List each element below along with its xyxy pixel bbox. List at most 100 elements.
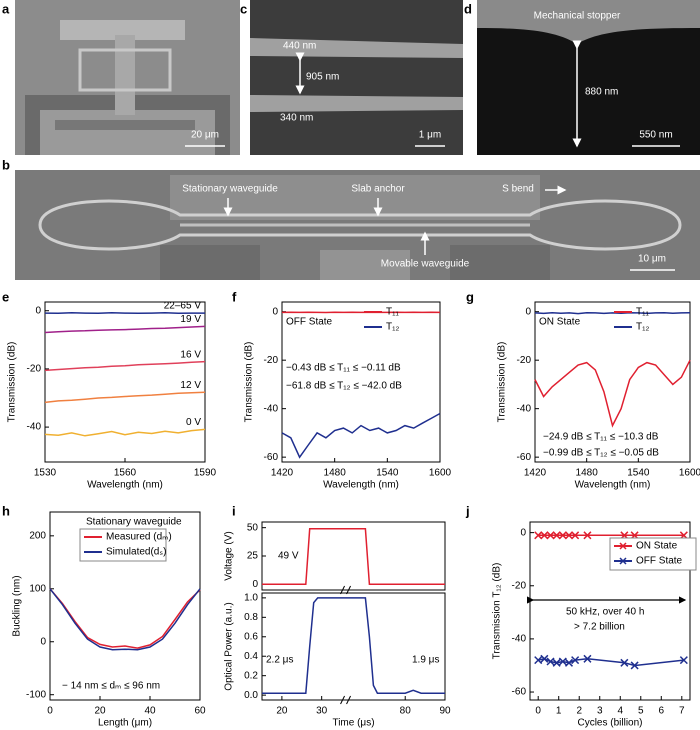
x-tick-label: 1600 [429, 468, 452, 479]
marker [583, 654, 592, 663]
legend-title: Stationary waveguide [86, 517, 182, 528]
panel-label: h [2, 503, 10, 518]
y-tick-label: 0 [35, 305, 41, 316]
series-line [44, 391, 206, 404]
y-tick-label: 0 [272, 306, 278, 317]
y-axis-label: Optical Power (a.u.) [224, 602, 235, 690]
y-tick-label: 0.0 [244, 690, 258, 701]
series-label: 16 V [180, 349, 201, 360]
series-line [262, 528, 445, 586]
y-tick-label: 0 [252, 579, 258, 590]
marker [571, 656, 580, 665]
panel-label: j [465, 503, 470, 518]
panel-label: d [464, 1, 472, 16]
x-tick-label: 3 [597, 706, 603, 717]
marker [558, 531, 567, 540]
plot-frame [281, 301, 441, 463]
callout: Stationary waveguide [182, 184, 278, 195]
x-tick-label: 40 [144, 706, 156, 717]
x-tick-label: 4 [617, 706, 623, 717]
x-tick-label: 7 [679, 706, 685, 717]
plot-frame [534, 301, 691, 463]
marker [564, 531, 574, 540]
y-tick-label: -40 [27, 422, 42, 433]
x-tick-label: 1480 [576, 468, 599, 479]
y-tick-label: -40 [517, 403, 532, 414]
series-line [49, 588, 201, 651]
panel-label: e [2, 289, 9, 304]
annotation: −0.43 dB ≤ T₁₁ ≤ −0.11 dB [286, 363, 401, 374]
scale-label: 20 μm [191, 130, 219, 141]
series-label: 19 V [180, 314, 201, 325]
x-tick-label: 6 [659, 706, 665, 717]
annotation: > 7.2 billion [574, 622, 625, 633]
x-tick-label: 20 [276, 706, 288, 717]
legend-box [79, 528, 167, 562]
x-axis-label: Cycles (billion) [577, 718, 642, 729]
x-tick-label: 1600 [679, 468, 700, 479]
x-tick-label: 1420 [524, 468, 547, 479]
marker [540, 654, 549, 663]
marker [583, 531, 592, 540]
x-tick-label: 5 [638, 706, 644, 717]
y-tick-label: 0 [520, 527, 526, 538]
scale-label: 550 nm [639, 130, 672, 141]
marker [679, 656, 688, 665]
y-tick-label: -60 [517, 452, 532, 463]
scale-label: 10 μm [638, 254, 666, 265]
series-line [49, 588, 201, 649]
legend-marker [619, 542, 627, 550]
y-tick-label: 0.8 [244, 612, 258, 623]
x-axis-label: Wavelength (nm) [575, 480, 651, 491]
x-tick-label: 1420 [271, 468, 294, 479]
callout: S bend [502, 184, 534, 195]
annotation: 50 kHz, over 40 h [566, 607, 644, 618]
marker [546, 531, 555, 540]
marker [558, 657, 567, 666]
annotation: − 14 nm ≤ dₘ ≤ 96 nm [62, 681, 160, 692]
dimension-label: 880 nm [585, 87, 618, 98]
marker [540, 531, 549, 540]
panel-label: a [2, 1, 10, 16]
series-label: 22–65 V [164, 301, 202, 312]
y-tick-label: 25 [247, 551, 259, 562]
legend-marker [619, 557, 627, 565]
legend-label: Measured (dₘ) [106, 532, 172, 543]
y-axis-label: Voltage (V) [224, 531, 235, 580]
legend-label: T₁₂ [386, 322, 399, 333]
callout: Movable waveguide [381, 259, 470, 270]
y-tick-label: -40 [512, 634, 527, 645]
sem-d: Mechanical stopper 880 nm 550 nm d [464, 0, 700, 155]
panel-label: i [232, 503, 236, 518]
panel-label: b [2, 157, 10, 172]
annotation: ON State [539, 317, 581, 328]
y-tick-label: 0 [525, 306, 531, 317]
x-tick-label: 80 [400, 706, 412, 717]
scale-label: 1 μm [419, 130, 441, 141]
feature-label: Mechanical stopper [534, 11, 621, 22]
y-tick-label: -20 [512, 580, 527, 591]
legend-label: T₁₂ [636, 322, 649, 333]
y-axis-label: Buckling (nm) [12, 575, 23, 636]
marker [620, 658, 629, 667]
y-tick-label: -60 [512, 687, 527, 698]
x-tick-label: 1560 [114, 468, 137, 479]
marker [571, 531, 580, 540]
y-tick-label: -100 [26, 689, 46, 700]
x-tick-label: 1590 [194, 468, 217, 479]
x-axis-label: Time (μs) [332, 718, 374, 729]
x-tick-label: 1540 [376, 468, 399, 479]
y-axis-label: Transmission (dB) [7, 342, 18, 423]
legend-label: T₁₁ [636, 307, 649, 318]
series-line [44, 312, 205, 315]
series-line [281, 412, 441, 459]
sem-a: 20 μm a [2, 0, 240, 155]
marker [630, 661, 639, 670]
y-tick-label: 200 [29, 530, 46, 541]
y-axis-label: Transmission (dB) [497, 342, 508, 423]
x-tick-label: 2 [576, 706, 582, 717]
x-tick-label: 1530 [34, 468, 57, 479]
plot-frame [529, 521, 691, 701]
legend-label: OFF State [636, 556, 683, 567]
annotation: 1.9 μs [412, 655, 439, 666]
